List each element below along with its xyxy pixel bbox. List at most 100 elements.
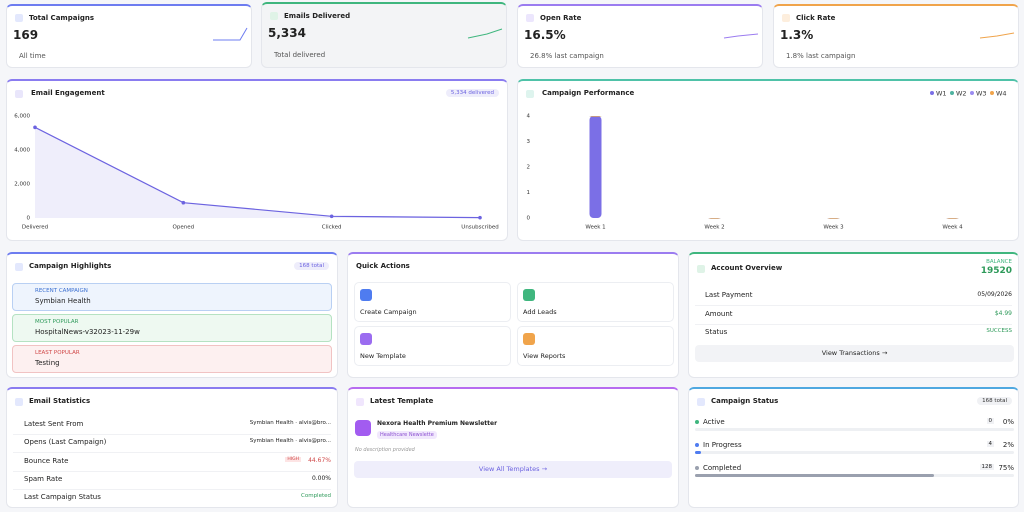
highlights-card: Campaign Highlights 168 total RECENT CAM…: [6, 252, 338, 378]
row-value: 44.67%: [308, 457, 331, 464]
progress-bar: [695, 474, 935, 477]
row-value: 05/09/2026: [977, 291, 1012, 298]
status-percent: 2%: [1002, 441, 1014, 449]
row-value: Symbian Health · alvis@bro...: [249, 420, 331, 426]
status-percent: 75%: [998, 464, 1014, 472]
status-label: Active: [703, 418, 725, 426]
sparkline: [467, 28, 503, 39]
row: Last Payment 05/09/2026: [695, 287, 1012, 306]
action-label[interactable]: Add Leads: [523, 308, 557, 316]
progress-track: [695, 451, 1014, 454]
action-label[interactable]: View Reports: [523, 352, 566, 360]
stat-note: 1.8% last campaign: [786, 52, 856, 60]
row-label: Bounce Rate: [24, 457, 69, 465]
bar: [589, 116, 602, 218]
sparkline: [723, 33, 759, 39]
bar: [827, 218, 840, 219]
status-card: Campaign Status 168 total Active 0 0% In Pr…: [688, 387, 1019, 508]
legend-label: W3: [976, 90, 987, 98]
button[interactable]: View All Templates →: [354, 461, 672, 478]
card-title: Account Overview: [711, 264, 783, 272]
area: [35, 127, 480, 218]
y-tick-label: 0: [27, 216, 31, 222]
button[interactable]: View Transactions →: [695, 345, 1014, 362]
action[interactable]: New Template: [354, 326, 511, 366]
sparkline: [979, 32, 1015, 39]
row-label: Latest Sent From: [24, 420, 84, 428]
y-tick-label: 3: [527, 139, 531, 145]
action[interactable]: Add Leads: [517, 282, 674, 322]
badge: 168 total: [977, 397, 1012, 405]
stat-note: All time: [19, 52, 46, 60]
y-tick-label: 2: [527, 165, 531, 171]
row-label: Last Payment: [705, 291, 753, 299]
row-label: Last Campaign Status: [24, 493, 101, 501]
tag: HIGH: [285, 457, 301, 462]
row-label: Amount: [705, 310, 733, 318]
point: [478, 215, 482, 220]
card-title: Latest Template: [370, 397, 434, 405]
highlight-label: RECENT CAMPAIGN: [35, 288, 88, 294]
row-label: Spam Rate: [24, 475, 63, 483]
stat-value: 1.3%: [780, 28, 814, 42]
sparkline: [213, 27, 248, 41]
tag: Healthcare Newslette: [377, 431, 437, 439]
x-tick-label: Clicked: [322, 225, 342, 231]
action-label[interactable]: Create Campaign: [360, 308, 417, 316]
row-label: Status: [705, 328, 728, 336]
email-stats-card: Email Statistics Latest Sent From Symbian…: [6, 387, 338, 508]
row: Last Campaign Status Completed: [13, 489, 331, 507]
progress-bar: [695, 451, 702, 454]
chart-title: Campaign Performance: [542, 89, 635, 97]
bar: [708, 218, 721, 219]
card-title: Email Statistics: [29, 397, 91, 405]
row: Bounce Rate HIGH 44.67%: [13, 453, 331, 472]
action[interactable]: Create Campaign: [354, 282, 511, 322]
row: Status SUCCESS: [695, 324, 1012, 342]
row: Spam Rate 0.00%: [13, 471, 331, 490]
row: Latest Sent From Symbian Health · alvis@b…: [13, 416, 331, 435]
action-label[interactable]: New Template: [360, 352, 406, 360]
card-title: Quick Actions: [356, 262, 410, 270]
stat-title: Total Campaigns: [29, 14, 95, 22]
status-dot: [695, 420, 699, 424]
legend-label: W4: [996, 90, 1007, 98]
badge: 5,334 delivered: [445, 89, 499, 97]
point: [181, 200, 186, 205]
legend-swatch: [970, 91, 974, 95]
stat-card: Total Campaigns 169 All time: [6, 4, 252, 68]
y-tick-label: 4,000: [14, 148, 30, 154]
highlight-name: Symbian Health: [35, 297, 91, 305]
line: [34, 126, 481, 219]
highlight: MOST POPULAR HospitalNews-v32023-11-29w: [12, 314, 332, 342]
row-value: Symbian Health · alvis@pro...: [249, 438, 331, 444]
row-value: Completed: [301, 493, 331, 499]
legend-label: W2: [956, 90, 967, 98]
card-title: Campaign Status: [711, 397, 779, 405]
legend-label: W1: [936, 90, 947, 98]
description: No description provided: [355, 447, 415, 453]
x-tick-label: Week 4: [942, 225, 963, 231]
action[interactable]: View Reports: [517, 326, 674, 366]
row-label: Opens (Last Campaign): [24, 438, 107, 446]
highlight-label: LEAST POPULAR: [35, 350, 80, 356]
y-tick-label: 4: [527, 114, 531, 120]
stat-note: Total delivered: [274, 51, 326, 59]
status-label: In Progress: [703, 441, 742, 449]
stat-card: Open Rate 16.5% 26.8% last campaign: [517, 4, 763, 68]
y-tick-label: 0: [527, 216, 531, 222]
badge: 168 total: [294, 262, 329, 270]
progress-track: [695, 474, 1014, 477]
highlight: RECENT CAMPAIGN Symbian Health: [12, 283, 332, 311]
highlight-name: HospitalNews-v32023-11-29w: [35, 328, 140, 336]
stat-title: Emails Delivered: [284, 12, 351, 20]
status-count: 4: [986, 441, 994, 447]
stat-value: 169: [13, 28, 39, 42]
row: Opens (Last Campaign) Symbian Health · al…: [13, 434, 331, 453]
stat-title: Click Rate: [796, 14, 836, 22]
status-dot: [695, 466, 699, 470]
stat-note: 26.8% last campaign: [530, 52, 604, 60]
stat-value: 5,334: [268, 26, 306, 40]
